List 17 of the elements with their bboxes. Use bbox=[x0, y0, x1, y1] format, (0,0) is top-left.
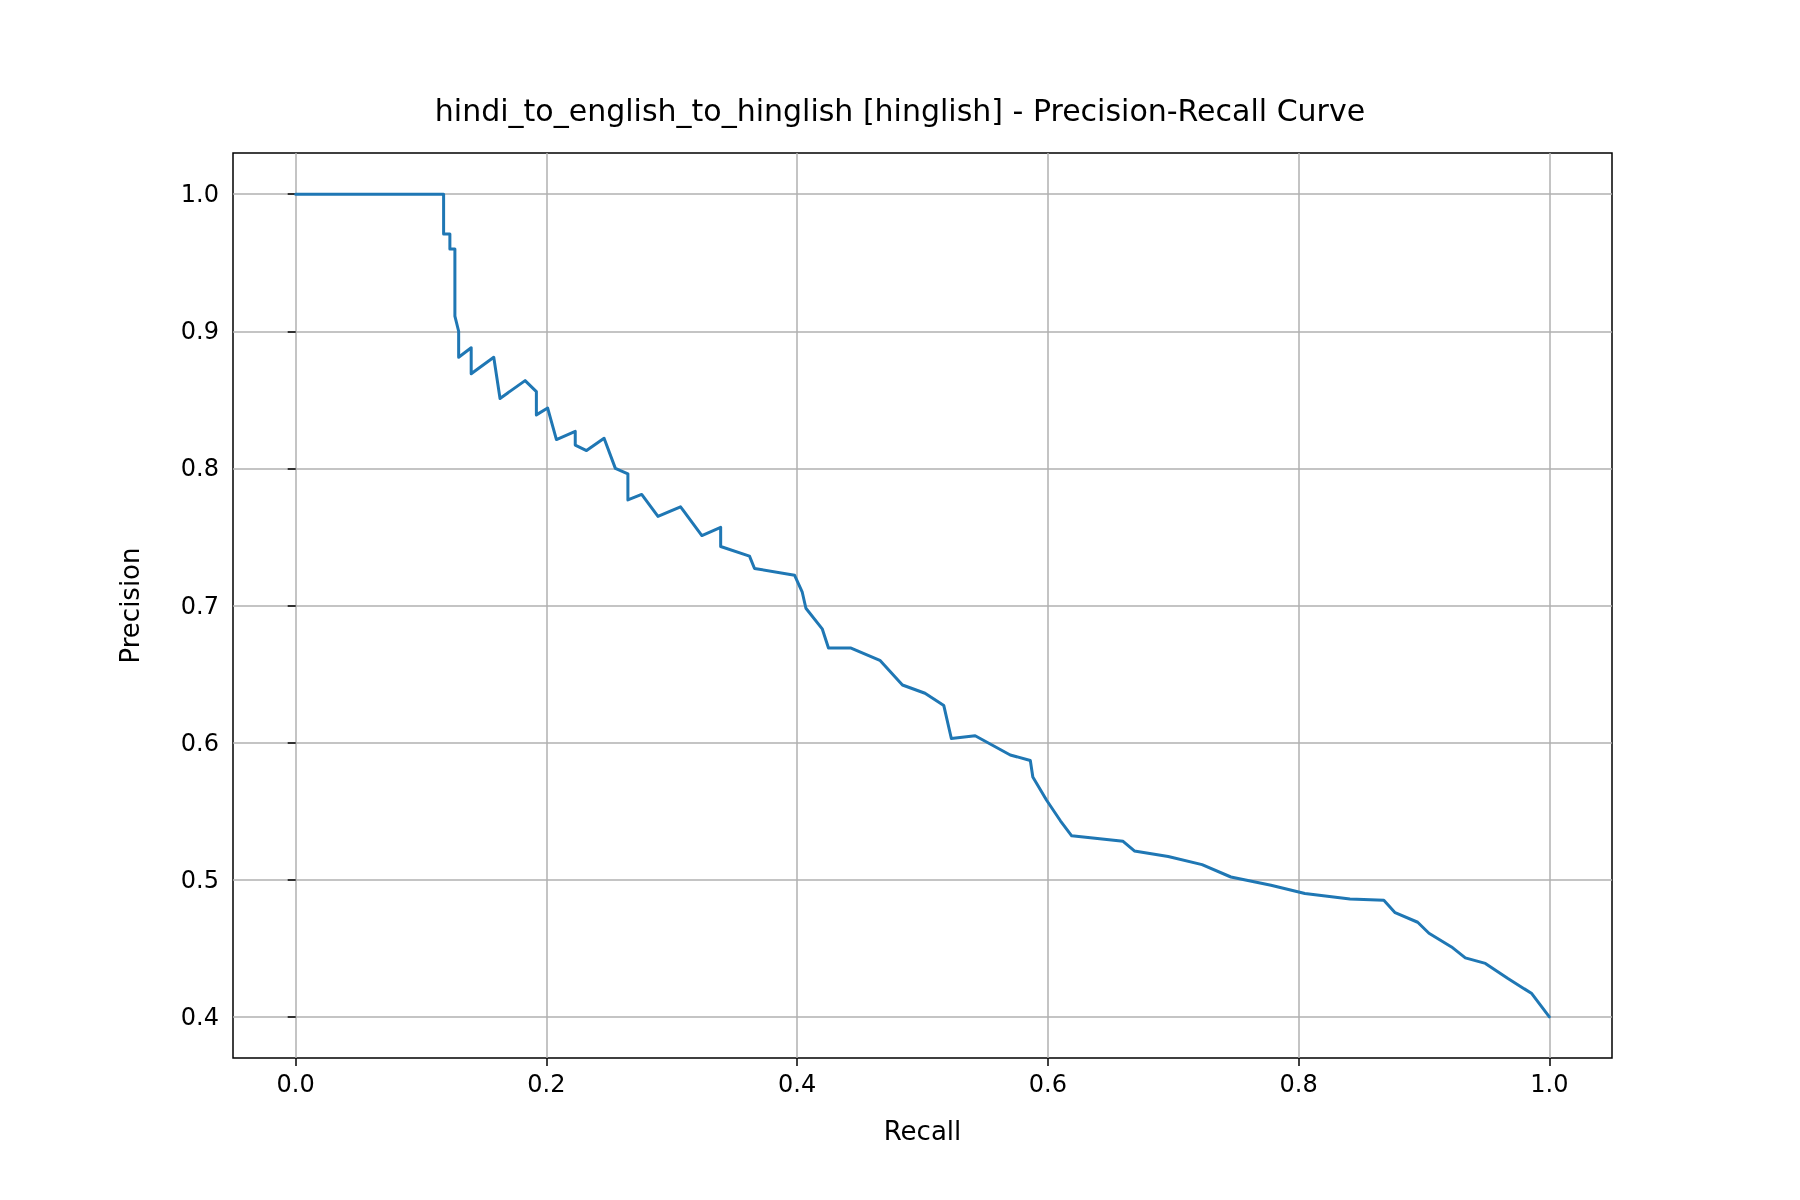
y-tick-label: 0.5 bbox=[180, 865, 219, 894]
y-tick-label: 1.0 bbox=[180, 180, 219, 209]
y-tick-label: 0.7 bbox=[180, 591, 219, 620]
y-axis-title: Precision bbox=[115, 547, 145, 664]
x-tick-label: 0.0 bbox=[276, 1070, 315, 1098]
y-tick-label: 0.8 bbox=[180, 454, 219, 483]
x-axis-title: Recall bbox=[883, 1116, 962, 1146]
y-tick-label: 0.9 bbox=[180, 317, 219, 346]
x-tick-label: 0.8 bbox=[1279, 1070, 1318, 1098]
x-tick-label: 0.4 bbox=[778, 1070, 817, 1098]
x-tick-label: 0.2 bbox=[527, 1070, 566, 1098]
x-tick-label: 0.6 bbox=[1028, 1070, 1067, 1098]
line-series bbox=[294, 192, 1551, 1019]
chart-title: hindi_to_english_to_hinglish [hinglish] - Precision-Recall Curve bbox=[434, 92, 1366, 128]
y-tick-label: 0.4 bbox=[180, 1002, 219, 1031]
y-tick-label: 0.6 bbox=[180, 728, 219, 757]
x-tick-label: 1.0 bbox=[1530, 1070, 1569, 1098]
